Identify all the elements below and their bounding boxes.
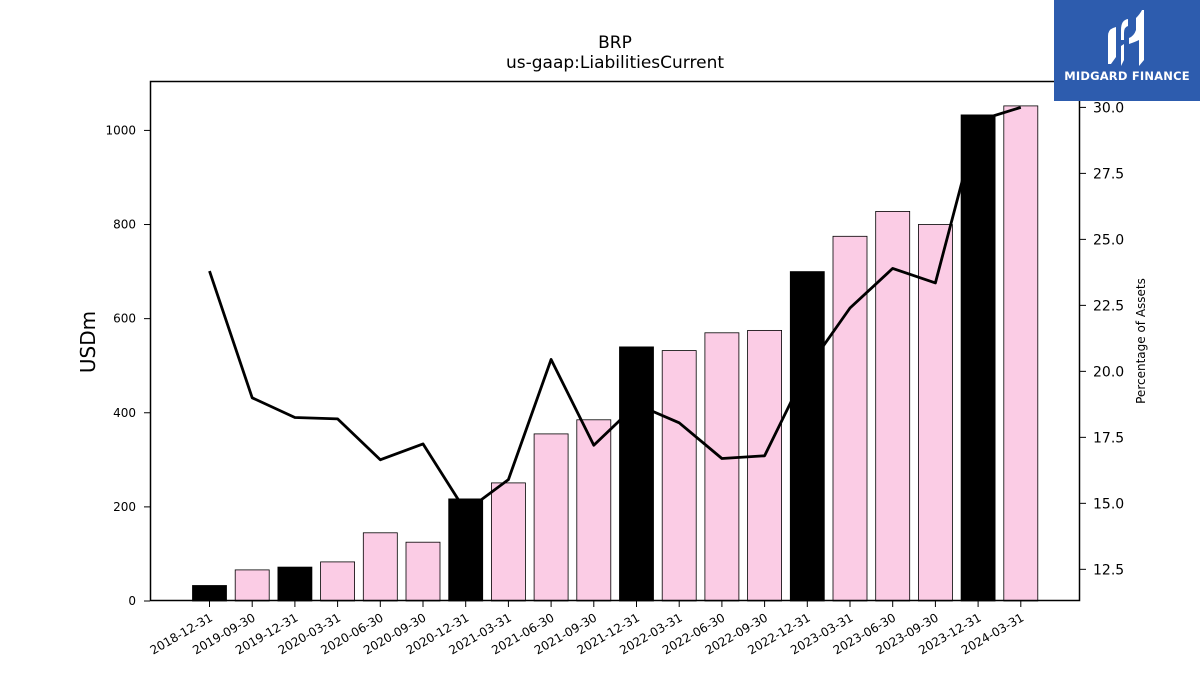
bar-2019-09-30 bbox=[234, 569, 270, 602]
logo-text: MIDGARD FINANCE bbox=[1064, 69, 1190, 83]
bar-2022-12-31 bbox=[789, 271, 825, 602]
bar-2021-12-31 bbox=[619, 346, 654, 602]
y2-tick-label: 30.0 bbox=[1093, 100, 1124, 116]
bar-2023-03-31 bbox=[832, 235, 868, 602]
bar-2023-06-30 bbox=[875, 210, 911, 602]
y2-tick-label: 22.5 bbox=[1093, 298, 1124, 314]
chart-title: BRP bbox=[598, 33, 632, 53]
line-series-percentage-of-assets bbox=[208, 106, 1022, 513]
bar-2021-03-31 bbox=[490, 482, 526, 602]
y-tick-label: 400 bbox=[113, 406, 136, 420]
bar-2024-03-31 bbox=[1003, 105, 1039, 602]
y2-tick-label: 12.5 bbox=[1093, 562, 1124, 578]
midgard-finance-logo: MIDGARD FINANCE bbox=[1054, 0, 1200, 101]
bar-2020-06-30 bbox=[362, 532, 398, 602]
bar-2020-09-30 bbox=[405, 541, 441, 602]
bar-2020-12-31 bbox=[448, 498, 484, 602]
y-axis-right: 12.5 15.0 17.5 20.0 22.5 25.0 27.5 30.0 bbox=[1080, 100, 1124, 578]
bar-2023-09-30 bbox=[918, 224, 953, 602]
bar-2021-06-30 bbox=[533, 433, 569, 602]
y-tick-label: 0 bbox=[128, 594, 136, 608]
bar-2018-12-31 bbox=[192, 585, 227, 602]
y-tick-label: 200 bbox=[113, 500, 136, 514]
bar-2023-12-31 bbox=[960, 114, 996, 602]
bar-2022-09-30 bbox=[747, 329, 782, 602]
line-group bbox=[208, 106, 1022, 513]
midgard-logo-icon bbox=[1108, 10, 1144, 66]
chart-subtitle: us-gaap:LiabilitiesCurrent bbox=[506, 53, 724, 73]
bar-2021-09-30 bbox=[576, 419, 612, 602]
plot-frame bbox=[149, 80, 1081, 602]
bar-group bbox=[192, 105, 1039, 602]
y2-axis-label: Percentage of Assets bbox=[1134, 278, 1148, 404]
bar-2022-06-30 bbox=[704, 332, 740, 602]
x-axis: 2018-12-312019-09-302019-12-312020-03-31… bbox=[148, 601, 1026, 657]
y2-tick-label: 15.0 bbox=[1093, 496, 1124, 512]
y-tick-label: 1000 bbox=[105, 123, 136, 137]
y2-tick-label: 25.0 bbox=[1093, 232, 1124, 248]
bar-2022-03-31 bbox=[661, 350, 697, 602]
y-axis-left: 0 200 400 600 800 1000 bbox=[105, 123, 150, 608]
y-tick-label: 600 bbox=[113, 312, 136, 326]
bar-2020-03-31 bbox=[320, 561, 356, 602]
y-tick-label: 800 bbox=[113, 218, 136, 232]
y2-tick-label: 20.0 bbox=[1093, 364, 1124, 380]
y-axis-label: USDm bbox=[76, 311, 100, 373]
y2-tick-label: 27.5 bbox=[1093, 166, 1124, 182]
bar-2019-12-31 bbox=[277, 566, 313, 602]
y2-tick-label: 17.5 bbox=[1093, 430, 1124, 446]
